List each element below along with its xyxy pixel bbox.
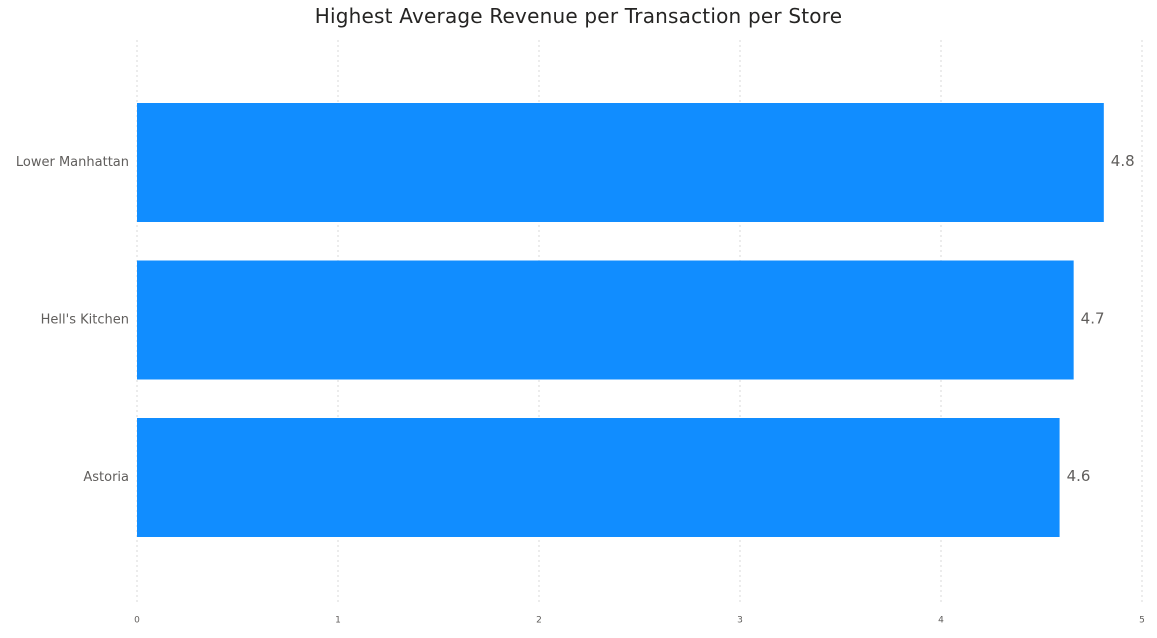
- x-tick-label: 1: [335, 616, 341, 626]
- data-labels: 4.8 4.7 4.6: [1067, 152, 1135, 485]
- category-label: Astoria: [83, 470, 129, 485]
- data-label: 4.6: [1067, 467, 1091, 485]
- bar[interactable]: [137, 418, 1060, 537]
- x-tick-label: 3: [737, 616, 743, 626]
- category-label: Hell's Kitchen: [41, 313, 129, 328]
- bar[interactable]: [137, 103, 1104, 222]
- x-tick-label: 4: [938, 616, 944, 626]
- x-tick-label: 5: [1139, 616, 1145, 626]
- bars: [137, 103, 1104, 537]
- bar[interactable]: [137, 260, 1074, 380]
- data-label: 4.7: [1081, 310, 1105, 328]
- data-label: 4.8: [1111, 152, 1135, 170]
- x-axis-ticks: 0 1 2 3 4 5: [134, 616, 1145, 626]
- x-tick-label: 0: [134, 616, 140, 626]
- chart-title: Highest Average Revenue per Transaction …: [314, 4, 843, 28]
- x-tick-label: 2: [536, 616, 542, 626]
- category-labels: Lower Manhattan Hell's Kitchen Astoria: [16, 155, 129, 485]
- category-label: Lower Manhattan: [16, 155, 129, 170]
